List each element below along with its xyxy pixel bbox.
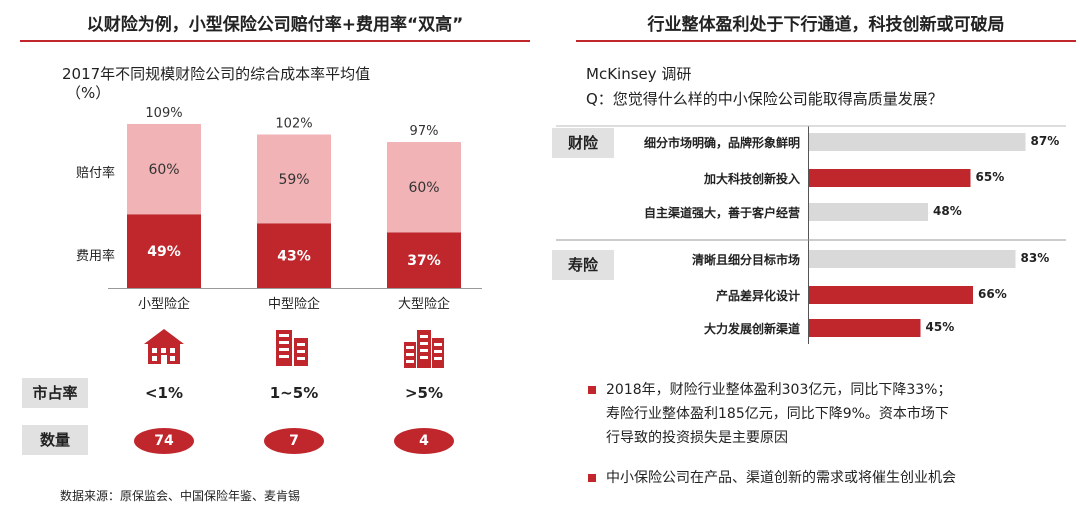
data-source: 数据来源：原保监会、中国保险年鉴、麦肯锡	[60, 489, 301, 503]
group-label-1: 寿险	[552, 250, 614, 280]
hbar-1-2	[808, 319, 921, 337]
office-tower-icon	[402, 326, 446, 370]
hbar-label-0-0: 细分市场明确，品牌形象鲜明	[643, 136, 800, 150]
group-label-0: 财险	[552, 128, 614, 158]
hbar-0-0	[808, 133, 1026, 151]
hbar-value-1-1: 66%	[978, 287, 1007, 301]
bullet-0-line-2: 行导致的投资损失是主要原因	[606, 430, 788, 446]
left-chart-unit: （%）	[66, 84, 111, 102]
bullet-0-line-0: 2018年，财险行业整体盈利303亿元，同比下降33%；	[606, 382, 952, 398]
label-total-2: 97%	[410, 124, 439, 139]
bullet-marker-0	[588, 386, 596, 394]
bar-payout-2	[387, 142, 461, 233]
count-badge-1: 7	[264, 428, 324, 454]
house-icon	[142, 326, 186, 370]
count-badge-2: 4	[394, 428, 454, 454]
count-label: 数量	[22, 425, 88, 455]
label-total-1: 102%	[275, 116, 312, 131]
hbar-value-0-1: 65%	[975, 170, 1005, 184]
hbar-value-0-0: 87%	[1030, 134, 1060, 148]
bar-payout-1	[257, 134, 331, 224]
survey-question: Q：您觉得什么样的中小保险公司能取得高质量发展？	[586, 90, 943, 108]
hbar-label-1-0: 清晰且细分目标市场	[691, 253, 800, 267]
right-title: 行业整体盈利处于下行通道，科技创新或可破局	[647, 15, 1005, 35]
market-share-value-1: 1~5%	[269, 384, 319, 402]
bullet-marker-1	[588, 474, 596, 482]
market-share-value-0: <1%	[144, 384, 184, 402]
market-share-value-2: >5%	[404, 384, 444, 402]
category-label-2: 大型险企	[397, 297, 450, 312]
bar-expense-1	[257, 223, 331, 288]
hbar-1-1	[808, 286, 973, 304]
row-label-expense: 费用率	[76, 249, 116, 264]
hbar-value-1-0: 83%	[1020, 251, 1050, 265]
bullet-1-line-0: 中小保险公司在产品、渠道创新的需求或将催生创业机会	[606, 470, 956, 486]
left-title-rule	[20, 40, 530, 42]
label-payout-2: 60%	[408, 180, 439, 196]
bar-expense-0	[127, 214, 201, 288]
stacked-bar-chart: 49% 60% 109% 43% 59% 102% 37% 60% 97%	[108, 106, 482, 289]
bar-expense-2	[387, 232, 461, 288]
hbar-value-0-2: 48%	[933, 204, 962, 218]
left-title: 以财险为例，小型保险公司赔付率+费用率“双高”	[86, 15, 464, 35]
hbar-0-2	[808, 203, 928, 221]
label-expense-2: 37%	[407, 253, 441, 269]
market-share-label: 市占率	[22, 378, 88, 408]
row-label-payout: 赔付率	[76, 166, 116, 181]
hbar-1-0	[808, 250, 1016, 268]
right-title-rule	[576, 40, 1076, 42]
label-expense-1: 43%	[277, 249, 311, 265]
left-chart-title: 2017年不同规模财险公司的综合成本率平均值	[62, 65, 371, 83]
hbar-0-1	[808, 169, 971, 187]
bar-payout-0	[127, 123, 201, 215]
count-badge-0: 74	[134, 428, 194, 454]
hbar-label-1-1: 产品差异化设计	[715, 289, 800, 303]
building-icon	[272, 326, 316, 370]
hbar-label-0-2: 自主渠道强大，善于客户经营	[643, 206, 800, 220]
hbar-value-1-2: 45%	[925, 320, 955, 334]
hbar-label-1-2: 大力发展创新渠道	[703, 322, 800, 336]
bullet-0-line-1: 寿险行业整体盈利185亿元，同比下降9%。资本市场下	[606, 406, 949, 422]
label-total-0: 109%	[145, 106, 182, 121]
label-payout-0: 60%	[148, 162, 179, 178]
category-label-0: 小型险企	[137, 297, 190, 312]
label-payout-1: 59%	[278, 172, 309, 188]
hbar-label-0-1: 加大科技创新投入	[703, 172, 800, 186]
survey-source: McKinsey 调研	[586, 65, 692, 83]
label-expense-0: 49%	[147, 244, 181, 260]
category-label-1: 中型险企	[267, 297, 320, 312]
